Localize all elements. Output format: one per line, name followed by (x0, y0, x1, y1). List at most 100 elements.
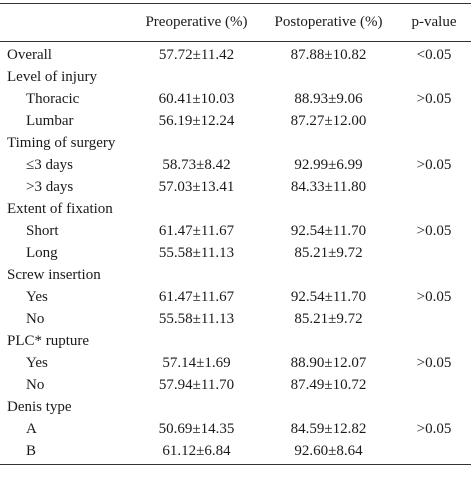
preoperative-value: 57.03±13.41 (158, 179, 235, 195)
group-label: Denis type (7, 399, 72, 415)
row-label: Thoracic (26, 91, 80, 107)
table-row: A 50.69±14.35 84.59±12.82 >0.05 (0, 418, 471, 440)
p-value (397, 176, 471, 198)
postoperative-value (260, 66, 397, 88)
p-value (397, 374, 471, 396)
row-label: >3 days (26, 179, 74, 195)
table-row: B 61.12±6.84 92.60±8.64 (0, 440, 471, 465)
p-value: >0.05 (416, 157, 452, 173)
preoperative-value: 60.41±10.03 (158, 91, 235, 107)
row-label: No (26, 311, 45, 327)
preoperative-value: 61.12±6.84 (133, 440, 260, 465)
table-row: Short 61.47±11.67 92.54±11.70 >0.05 (0, 220, 471, 242)
postoperative-value: 88.90±12.07 (290, 355, 367, 371)
table-row: Yes 57.14±1.69 88.90±12.07 >0.05 (0, 352, 471, 374)
p-value: >0.05 (416, 91, 452, 107)
header-row: Preoperative (%) Postoperative (%) p-val… (0, 3, 471, 42)
row-label: B (0, 440, 133, 465)
postoperative-value: 92.54±11.70 (290, 223, 367, 239)
preoperative-value (133, 264, 260, 286)
header-variable (0, 3, 133, 42)
postoperative-value: 85.21±9.72 (294, 245, 363, 261)
table-row: Lumbar 56.19±12.24 87.27±12.00 (0, 110, 471, 132)
preoperative-value: 61.47±11.67 (158, 289, 235, 305)
group-label: Extent of fixation (7, 201, 113, 217)
preoperative-value: 57.94±11.70 (158, 377, 235, 393)
row-label: Yes (26, 289, 48, 305)
table-row-group-heading: Level of injury (0, 66, 471, 88)
preoperative-value: 56.19±12.24 (158, 113, 235, 129)
preoperative-value: 61.47±11.67 (158, 223, 235, 239)
postoperative-value: 92.54±11.70 (290, 289, 367, 305)
postoperative-value (260, 264, 397, 286)
postoperative-value: 92.60±8.64 (260, 440, 397, 465)
p-value (397, 308, 471, 330)
postoperative-value (260, 132, 397, 154)
preoperative-value: 55.58±11.13 (158, 311, 235, 327)
p-value (397, 198, 471, 220)
row-label: Overall (7, 47, 52, 63)
p-value: <0.05 (416, 47, 452, 63)
postoperative-value: 87.49±10.72 (290, 377, 367, 393)
postoperative-value: 87.27±12.00 (290, 113, 367, 129)
row-label: Lumbar (26, 113, 74, 129)
table-row: ≤3 days 58.73±8.42 92.99±6.99 >0.05 (0, 154, 471, 176)
preoperative-value: 55.58±11.13 (158, 245, 235, 261)
table-row-group-heading: Timing of surgery (0, 132, 471, 154)
row-label: No (26, 377, 45, 393)
table-row: Long 55.58±11.13 85.21±9.72 (0, 242, 471, 264)
p-value (397, 110, 471, 132)
preoperative-value (133, 396, 260, 418)
postoperative-value (260, 198, 397, 220)
table-row-group-heading: Denis type (0, 396, 471, 418)
group-label: Level of injury (7, 69, 97, 85)
header-p-value: p-value (397, 3, 471, 42)
p-value: >0.05 (416, 223, 452, 239)
table-row: Overall 57.72±11.42 87.88±10.82 <0.05 (0, 42, 471, 67)
row-label: Yes (26, 355, 48, 371)
row-label: Long (26, 245, 58, 261)
p-value (397, 132, 471, 154)
header-preoperative: Preoperative (%) (133, 3, 260, 42)
row-label: ≤3 days (26, 157, 73, 173)
preoperative-value (133, 132, 260, 154)
postoperative-value: 92.99±6.99 (294, 157, 363, 173)
table-row: No 55.58±11.13 85.21±9.72 (0, 308, 471, 330)
preoperative-value: 58.73±8.42 (162, 157, 231, 173)
table-row-group-heading: Extent of fixation (0, 198, 471, 220)
preoperative-value: 57.72±11.42 (158, 47, 235, 63)
postoperative-value: 87.88±10.82 (290, 47, 367, 63)
p-value: >0.05 (416, 289, 452, 305)
table-row-group-heading: Screw insertion (0, 264, 471, 286)
postoperative-value: 84.33±11.80 (290, 179, 367, 195)
p-value (397, 396, 471, 418)
postoperative-value: 88.93±9.06 (294, 91, 363, 107)
preoperative-value (133, 330, 260, 352)
results-table: Preoperative (%) Postoperative (%) p-val… (0, 3, 471, 465)
p-value (397, 440, 471, 465)
preoperative-value: 57.14±1.69 (162, 355, 231, 371)
p-value: >0.05 (416, 355, 452, 371)
p-value: >0.05 (416, 421, 452, 437)
p-value (397, 264, 471, 286)
table-row: >3 days 57.03±13.41 84.33±11.80 (0, 176, 471, 198)
table-row: Thoracic 60.41±10.03 88.93±9.06 >0.05 (0, 88, 471, 110)
table-row-group-heading: PLC* rupture (0, 330, 471, 352)
p-value (397, 330, 471, 352)
table-row: Yes 61.47±11.67 92.54±11.70 >0.05 (0, 286, 471, 308)
postoperative-value (260, 396, 397, 418)
group-label: PLC* rupture (7, 333, 90, 349)
postoperative-value: 85.21±9.72 (294, 311, 363, 327)
group-label: Timing of surgery (7, 135, 116, 151)
row-label: Short (26, 223, 59, 239)
preoperative-value (133, 198, 260, 220)
row-label: A (26, 421, 37, 437)
preoperative-value (133, 66, 260, 88)
p-value (397, 66, 471, 88)
header-postoperative: Postoperative (%) (260, 3, 397, 42)
p-value (397, 242, 471, 264)
postoperative-value (260, 330, 397, 352)
postoperative-value: 84.59±12.82 (290, 421, 367, 437)
table-row: No 57.94±11.70 87.49±10.72 (0, 374, 471, 396)
